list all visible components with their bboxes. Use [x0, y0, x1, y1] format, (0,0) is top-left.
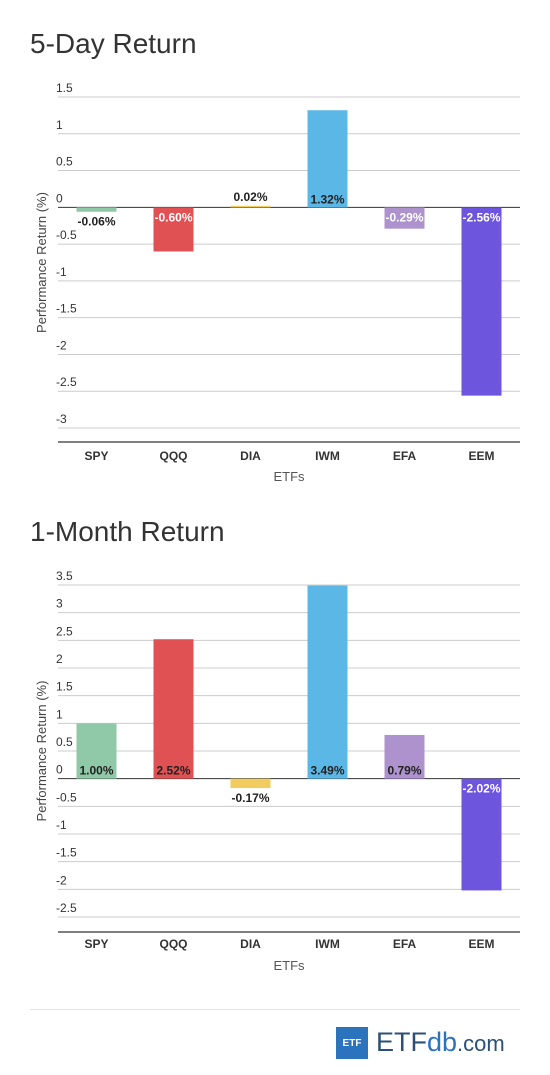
y-tick-label: 2 [56, 652, 63, 666]
logo-wordmark: ETFdb.com [376, 1026, 505, 1060]
x-tick-label: EEM [468, 937, 494, 951]
bar-spy [76, 207, 117, 212]
chart-title: 5-Day Return [30, 28, 197, 59]
logo-text-etf: ETF [376, 1027, 427, 1057]
data-label: -2.56% [462, 210, 500, 224]
data-label: -0.60% [154, 210, 192, 224]
x-tick-label: QQQ [159, 449, 187, 463]
bar-efa [384, 734, 425, 779]
bar-iwm [307, 585, 348, 779]
x-tick-label: IWM [315, 937, 340, 951]
data-label: -0.29% [385, 210, 423, 224]
bar-eem [461, 207, 502, 396]
logo-text-db: db [427, 1027, 458, 1057]
data-label: 1.32% [310, 192, 344, 206]
data-label: -0.06% [77, 215, 115, 229]
data-label: -0.17% [231, 791, 269, 805]
x-tick-label: SPY [84, 449, 108, 463]
y-tick-label: -1 [56, 265, 67, 279]
y-tick-label: 3.5 [56, 569, 73, 583]
y-tick-label: -1.5 [56, 302, 77, 316]
y-tick-label: -0.5 [56, 228, 77, 242]
y-tick-label: -3 [56, 412, 67, 426]
bar-dia [230, 205, 271, 208]
y-axis-label: Performance Return (%) [34, 681, 49, 822]
x-tick-label: EFA [393, 449, 417, 463]
y-tick-label: 1.5 [56, 81, 73, 95]
data-label: 3.49% [310, 764, 344, 778]
x-axis-label: ETFs [273, 469, 305, 484]
data-label: -2.02% [462, 782, 500, 796]
chart-5-day-plot: 1.5 1 0.5 0 -0.5 -1 -1.5 -2 -2.5 -3 -0.06% SPY -0.60… [34, 81, 520, 484]
data-label: 0.02% [233, 190, 267, 204]
footer-divider [30, 1009, 520, 1010]
y-tick-label: -2.5 [56, 901, 77, 915]
y-tick-label: -2 [56, 338, 67, 352]
bar-eem [461, 778, 502, 891]
y-tick-label: -1.5 [56, 846, 77, 860]
chart-1-month-plot: 3.5 3 2.5 2 1.5 1 0.5 0 -0.5 -1 -1.5 -2 -2.5 1.00% SPY… [34, 569, 520, 973]
bar-dia [230, 778, 271, 789]
x-tick-label: EEM [468, 449, 494, 463]
x-tick-label: EFA [393, 937, 417, 951]
y-tick-label: -2 [56, 873, 67, 887]
x-tick-label: SPY [84, 937, 108, 951]
bar-qqq [153, 207, 194, 252]
y-tick-label: 1 [56, 707, 63, 721]
bar-spy [76, 723, 117, 779]
y-tick-label: -1 [56, 818, 67, 832]
y-tick-label: 2.5 [56, 624, 73, 638]
data-label: 2.52% [156, 764, 190, 778]
x-tick-label: IWM [315, 449, 340, 463]
y-tick-label: 1 [56, 118, 63, 132]
y-tick-label: -0.5 [56, 790, 77, 804]
logo-mark: ETF [336, 1027, 368, 1059]
y-tick-label: 3 [56, 597, 63, 611]
x-axis-label: ETFs [273, 958, 305, 973]
data-label: 0.79% [387, 764, 421, 778]
bar-iwm [307, 110, 348, 208]
chart-title: 1-Month Return [30, 516, 225, 547]
y-tick-label: 0.5 [56, 155, 73, 169]
y-tick-label: 0.5 [56, 735, 73, 749]
data-label: 1.00% [79, 764, 113, 778]
y-tick-label: 0 [56, 191, 63, 205]
y-axis-label: Performance Return (%) [34, 192, 49, 333]
logo-text-com: .com [457, 1031, 505, 1056]
y-tick-label: -2.5 [56, 375, 77, 389]
etfdb-logo[interactable]: ETF ETFdb.com [336, 1027, 505, 1059]
y-tick-label: 1.5 [56, 680, 73, 694]
x-tick-label: DIA [240, 449, 261, 463]
chart-5-day: 5-Day Return 1.5 1 0.5 0 -0.5 -1 -1.5 -2 -2.5 -3 -… [0, 0, 550, 500]
x-tick-label: DIA [240, 937, 261, 951]
bar-qqq [153, 639, 194, 779]
bar-efa [384, 207, 425, 229]
x-tick-label: QQQ [159, 937, 187, 951]
y-tick-label: 0 [56, 763, 63, 777]
chart-1-month: 1-Month Return 3.5 3 2.5 2 1.5 1 0.5 0 -0.5 -1 -1.… [30, 516, 520, 973]
